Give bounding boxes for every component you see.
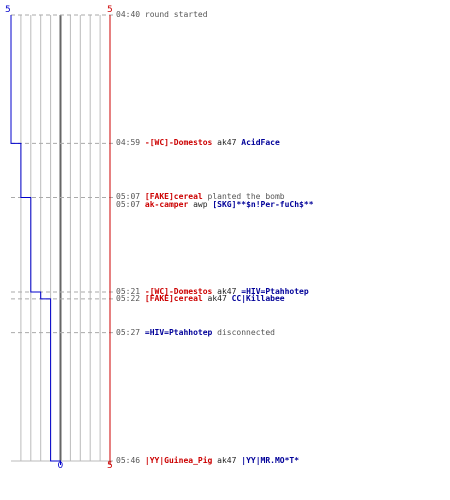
event-row: 05:21 -[WC]-Domestos ak47 =HIV=Ptahhotep	[116, 287, 309, 297]
event-text: |YY|MR.MO*T*	[241, 456, 300, 465]
event-time: 04:40	[116, 10, 145, 19]
event-text: [FAKE]cereal	[144, 293, 203, 303]
event-time: 05:07	[116, 200, 145, 210]
event-text: ak47	[212, 287, 242, 297]
event-time: 05:07	[116, 192, 145, 202]
event-time: 05:21	[116, 287, 145, 297]
event-time: 05:27	[116, 327, 145, 337]
event-row: 05:22 [FAKE]cereal ak47 CC|Killabee	[116, 294, 285, 304]
event-text: ak47	[212, 138, 242, 148]
red-axis-label-top: 5	[107, 5, 113, 15]
event-text: awp	[188, 200, 213, 210]
event-row: 05:07 [FAKE]cereal planted the bomb	[116, 192, 285, 202]
event-row: 05:27 =HIV=Ptahhotep disconnected	[116, 328, 275, 338]
event-row: 05:46 |YY|Guinea_Pig ak47 |YY|MR.MO*T*	[116, 456, 299, 466]
red-axis-label-bottom: 5	[107, 461, 113, 471]
event-row: 04:59 -[WC]-Domestos ak47 AcidFace	[116, 138, 280, 148]
event-text: =HIV=Ptahhotep	[144, 327, 213, 337]
event-text: AcidFace	[241, 138, 280, 148]
event-text: disconnected	[212, 327, 275, 337]
event-row: 05:07 ak-camper awp [SKG]**$n!Per-fuCh$*…	[116, 200, 314, 210]
event-text: CC|Killabee	[231, 293, 285, 303]
blue-series-line	[10, 15, 61, 465]
event-text: ak-camper	[144, 200, 189, 210]
event-time: 04:59	[116, 138, 145, 148]
event-text: |YY|Guinea_Pig	[144, 456, 213, 465]
event-text: [FAKE]cereal	[144, 192, 203, 202]
event-time: 05:22	[116, 293, 145, 303]
blue-axis-label-top: 5	[5, 5, 11, 15]
event-text: -[WC]-Domestos	[144, 287, 213, 297]
event-text: round started	[144, 10, 208, 19]
event-row: 04:40 round started	[116, 10, 208, 20]
event-text: ak47	[202, 293, 232, 303]
event-time: 05:46	[116, 456, 145, 465]
event-text: [SKG]**$n!Per-fuCh$**	[212, 200, 314, 210]
event-text: =HIV=Ptahhotep	[241, 287, 309, 297]
event-text: planted the bomb	[202, 192, 285, 202]
zero-axis-label-bottom: 0	[58, 461, 64, 471]
event-text: -[WC]-Domestos	[144, 138, 213, 148]
event-text: ak47	[212, 456, 242, 465]
